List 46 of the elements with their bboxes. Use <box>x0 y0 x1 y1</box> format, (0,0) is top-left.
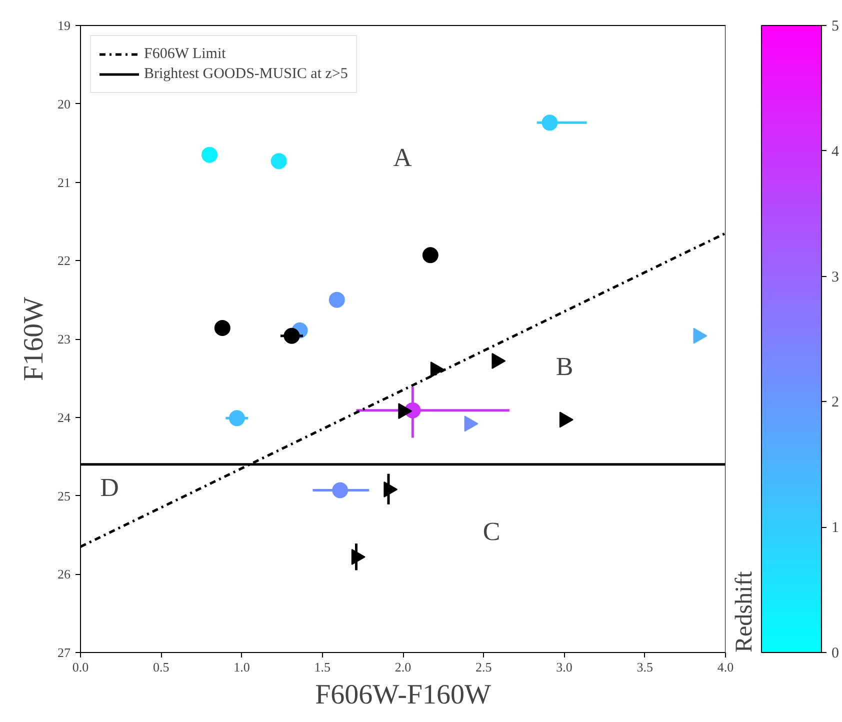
y-tick-label: 20 <box>58 96 70 112</box>
annotation: D <box>100 473 119 502</box>
legend-label: Brightest GOODS-MUSIC at z>5 <box>144 66 348 82</box>
x-tick-label: 0.5 <box>153 660 170 674</box>
point <box>214 320 230 336</box>
y-tick-label: 25 <box>58 488 70 504</box>
x-tick-label: 3.5 <box>636 660 653 674</box>
y-axis-title: F160W <box>18 296 50 381</box>
point <box>270 153 287 170</box>
y-tick-label: 19 <box>58 18 70 33</box>
x-tick-label: 2.0 <box>394 660 412 674</box>
point <box>351 548 366 565</box>
point <box>398 403 412 420</box>
color-bar-title: Redshift <box>732 570 758 652</box>
y-tick-label: 27 <box>58 645 71 660</box>
point <box>328 292 345 308</box>
y-tick-label: 23 <box>58 332 70 346</box>
color-bar-label: 3 <box>832 269 839 286</box>
annotation: B <box>556 352 574 381</box>
point <box>559 412 574 428</box>
x-tick-label: 4.0 <box>717 660 734 674</box>
x-axis-title: F606W-F160W <box>315 680 492 710</box>
x-tick-label: 2.5 <box>476 660 492 674</box>
annotation: A <box>393 143 412 172</box>
color-bar-label: 1 <box>832 520 839 536</box>
x-tick-label: 3.0 <box>556 660 572 674</box>
annotation: C <box>482 517 500 546</box>
point <box>228 410 245 426</box>
color-bar-label: 0 <box>832 646 839 662</box>
x-tick-label: 1.0 <box>234 660 250 674</box>
point <box>202 146 218 163</box>
point <box>284 328 300 344</box>
y-tick-label: 21 <box>58 174 70 190</box>
color-bar-label: 2 <box>832 394 839 411</box>
color-bar-label: 4 <box>832 144 840 160</box>
y-tick-label: 24 <box>58 410 71 425</box>
x-tick-label: 0.0 <box>72 660 89 674</box>
point <box>384 481 398 498</box>
point <box>422 247 438 264</box>
x-tick-label: 1.5 <box>314 660 330 674</box>
point <box>492 352 506 369</box>
y-tick-label: 22 <box>58 253 70 268</box>
y-tick-label: 26 <box>58 566 71 582</box>
color-bar-label: 5 <box>832 18 839 34</box>
point <box>693 328 708 344</box>
legend-label: F606W Limit <box>144 46 226 62</box>
